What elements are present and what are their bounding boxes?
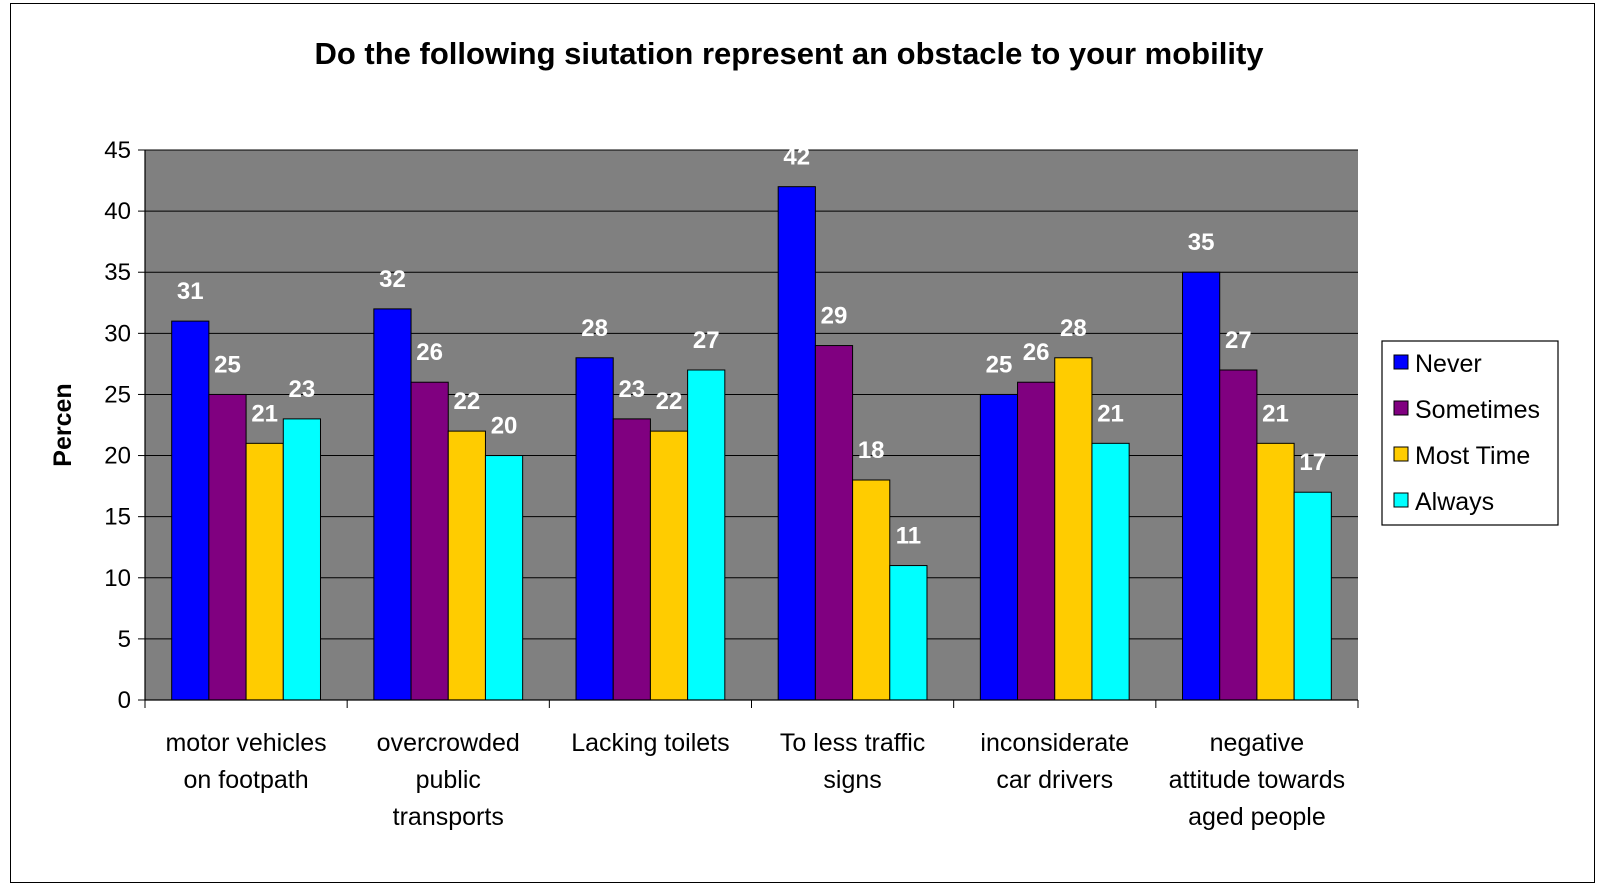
- bar-always: [889, 565, 928, 701]
- y-tick-label: 0: [118, 687, 131, 714]
- y-tick-label: 15: [104, 504, 131, 531]
- x-category-label: overcrowded public transports: [377, 729, 520, 831]
- bar-sometimes: [612, 418, 651, 701]
- bar-never: [777, 186, 816, 701]
- bar-always: [1091, 442, 1130, 701]
- data-label: 20: [491, 413, 518, 440]
- y-tick-label: 10: [104, 565, 131, 592]
- x-category-labels: motor vehicles on footpath overcrowded publ…: [165, 729, 1345, 831]
- data-label: 21: [1097, 400, 1124, 427]
- bar-most-time: [852, 479, 891, 701]
- data-label: 21: [1262, 400, 1289, 427]
- y-tick-label: 35: [104, 259, 131, 286]
- legend-swatch: [1393, 492, 1409, 508]
- bar-always: [687, 369, 726, 701]
- bar-sometimes: [208, 393, 247, 701]
- bar-never: [373, 308, 412, 701]
- bar-always: [1293, 491, 1332, 701]
- y-axis-label: Percen: [49, 383, 77, 466]
- data-label: 22: [453, 388, 480, 415]
- data-label: 17: [1299, 449, 1326, 476]
- bar-never: [171, 320, 210, 701]
- y-tick-label: 30: [104, 320, 131, 347]
- data-label: 26: [1023, 339, 1050, 366]
- y-tick-label: 45: [104, 137, 131, 164]
- legend-box: [1381, 340, 1559, 526]
- x-category-label: To less traffic signs: [780, 729, 925, 794]
- bar-most-time: [1054, 357, 1093, 701]
- chart-title: Do the following siutation represent an …: [314, 36, 1264, 71]
- bar-never: [979, 393, 1019, 701]
- data-label: 21: [251, 400, 278, 427]
- data-label: 26: [416, 339, 443, 366]
- x-category-label: Lacking toilets: [571, 729, 729, 757]
- bar-most-time: [447, 430, 486, 701]
- legend-swatch: [1393, 400, 1409, 416]
- bar-always: [282, 418, 321, 701]
- bar-sometimes: [1219, 369, 1258, 701]
- data-label: 18: [858, 437, 885, 464]
- plot-area: [145, 150, 1358, 700]
- bar-most-time: [649, 430, 689, 701]
- data-label: 27: [1225, 327, 1252, 354]
- legend-label: Always: [1415, 488, 1494, 516]
- y-tick-labels: 0 5 10 15 20 25 30 35 40 45: [104, 137, 131, 714]
- data-label: 42: [783, 144, 810, 171]
- data-label: 32: [379, 266, 406, 293]
- chart-frame: Do the following siutation represent an …: [10, 3, 1595, 883]
- bar-never: [575, 357, 614, 701]
- legend-label: Sometimes: [1415, 396, 1540, 424]
- data-label: 11: [896, 523, 921, 550]
- data-label: 27: [693, 327, 720, 354]
- data-label: 29: [821, 303, 848, 330]
- legend-items: Never Sometimes Most Time Always: [1393, 350, 1540, 516]
- data-label: 25: [986, 351, 1013, 378]
- y-tick-label: 20: [104, 443, 131, 470]
- legend-swatch: [1393, 446, 1409, 462]
- bar-always: [484, 455, 524, 701]
- legend-label: Never: [1415, 350, 1482, 378]
- bar-most-time: [1256, 442, 1295, 701]
- x-category-label: inconsiderate car drivers: [980, 729, 1129, 794]
- data-labels: 31 25 21 23 32 26 22 20 28 23 22 27 42 29 18 11 25 26 28 21…: [177, 144, 1326, 550]
- data-label: 28: [581, 315, 608, 342]
- bar-most-time: [245, 442, 284, 701]
- data-label: 25: [214, 351, 241, 378]
- data-label: 22: [656, 388, 683, 415]
- bar-sometimes: [410, 381, 449, 701]
- y-tick-label: 40: [104, 198, 131, 225]
- x-category-label: negative attitude towards aged people: [1169, 729, 1346, 831]
- x-category-label: motor vehicles on footpath: [165, 729, 326, 794]
- data-label: 35: [1188, 229, 1215, 256]
- legend-label: Most Time: [1415, 442, 1530, 470]
- data-label: 31: [177, 278, 204, 305]
- data-label: 23: [618, 376, 645, 403]
- data-label: 23: [289, 376, 316, 403]
- bar-chart: Do the following siutation represent an …: [49, 36, 1559, 831]
- bar-never: [1182, 271, 1221, 701]
- data-label: 28: [1060, 315, 1087, 342]
- bars: [171, 186, 1332, 701]
- bar-sometimes: [1017, 381, 1056, 701]
- gridlines: [145, 149, 1358, 640]
- legend-swatch: [1393, 354, 1409, 370]
- axes: [138, 149, 1359, 708]
- legend: Never Sometimes Most Time Always: [1381, 340, 1559, 526]
- y-tick-label: 25: [104, 381, 131, 408]
- bar-sometimes: [814, 345, 854, 701]
- y-tick-label: 5: [118, 626, 131, 653]
